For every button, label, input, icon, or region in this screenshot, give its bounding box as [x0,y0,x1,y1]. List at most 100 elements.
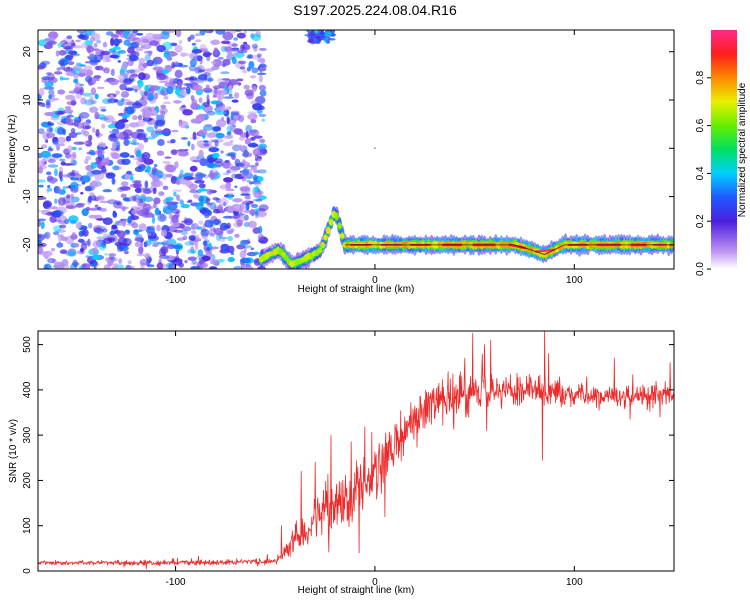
noise-blob [228,85,233,90]
noise-blob [166,262,173,269]
spectrogram-y-tick-label: -20 [22,237,33,252]
noise-blob [195,39,202,43]
noise-blob [76,30,86,33]
noise-blob [207,204,212,208]
noise-blob [64,55,74,60]
noise-blob [177,81,183,90]
noise-blob [202,240,208,247]
noise-blob [89,151,96,156]
noise-blob [85,164,94,172]
noise-blob [330,33,336,37]
noise-blob [250,165,258,171]
noise-blob [46,127,53,133]
noise-blob [212,94,218,98]
noise-blob [152,175,160,183]
noise-blob [212,152,220,159]
noise-blob [209,232,216,237]
noise-blob [188,235,196,241]
noise-blob [254,154,259,162]
noise-blob [93,42,98,48]
noise-blob [184,148,189,152]
noise-blob [173,52,178,56]
noise-blob [250,247,254,251]
noise-blob [72,45,82,49]
noise-blob [180,204,190,209]
noise-blob [107,123,117,129]
noise-blob [214,140,219,147]
noise-blob [108,78,120,86]
noise-blob [252,198,260,202]
noise-blob [64,108,74,114]
noise-blob [250,208,256,217]
noise-blob [192,131,197,140]
noise-blob [154,240,158,244]
noise-blob [64,106,72,110]
noise-blob [138,99,144,103]
noise-blob [111,34,119,40]
noise-blob [68,50,78,55]
noise-blob [80,97,87,105]
noise-blob [191,260,197,264]
noise-blob [160,229,168,237]
noise-blob [57,189,66,195]
noise-blob [134,166,145,173]
noise-blob [66,115,75,118]
noise-blob [123,250,129,255]
noise-blob [247,113,258,121]
noise-blob [241,152,253,158]
noise-blob [161,69,169,75]
noise-blob [310,30,316,37]
noise-blob [131,222,139,229]
snr-x-tick-label: 0 [372,577,378,588]
noise-blob [58,158,66,162]
signal-peak [534,248,556,253]
noise-blob [94,112,100,119]
noise-blob [127,42,138,50]
noise-blob [102,217,113,225]
noise-blob [118,258,123,264]
noise-blob [89,95,94,101]
noise-blob [129,155,135,158]
noise-blob [143,137,149,143]
noise-blob [81,42,86,49]
noise-blob [38,184,44,188]
noise-blob [78,265,85,269]
noise-blob [201,255,211,262]
noise-blob [227,42,238,47]
noise-blob [117,100,124,106]
noise-blob [111,265,118,269]
noise-blob [207,157,215,165]
spectrogram-y-tick-label: 10 [22,94,33,106]
noise-blob [80,247,84,253]
signal-cell [669,242,674,249]
noise-blob [126,69,136,74]
noise-blob [237,50,248,54]
noise-blob [245,266,254,269]
noise-blob [234,185,238,188]
noise-blob [171,129,179,133]
noise-blob [205,197,210,205]
noise-blob [184,218,193,226]
noise-blob [112,46,121,51]
noise-blob [197,249,204,257]
noise-blob [231,49,240,52]
noise-blob [57,197,66,206]
noise-blob [75,132,82,135]
noise-blob [101,123,106,129]
noise-blob [46,188,50,193]
noise-blob [146,59,154,67]
noise-blob [187,36,192,42]
noise-blob [71,146,77,151]
noise-blob [164,173,173,178]
noise-blob [244,138,252,145]
noise-blob [158,255,170,259]
noise-blob [88,207,100,211]
noise-blob [146,165,151,174]
noise-blob [63,67,74,72]
noise-blob [53,71,63,75]
snr-content [38,331,674,570]
noise-blob [70,233,78,240]
noise-blob [330,30,336,34]
noise-blob [119,152,130,158]
noise-blob [131,209,138,215]
